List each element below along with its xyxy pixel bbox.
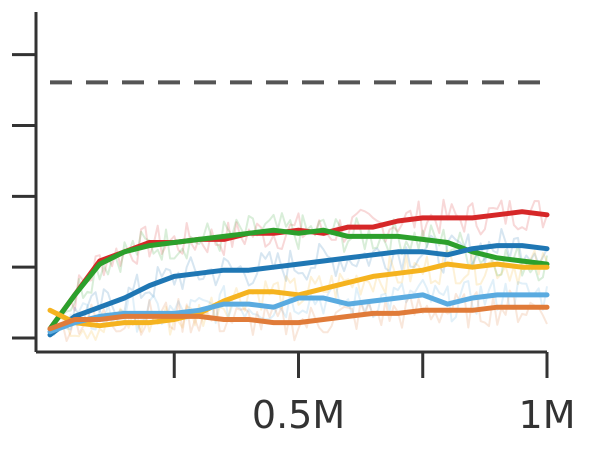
raw-noise-traces xyxy=(49,198,548,342)
x-tick-label-4: 1M xyxy=(519,393,576,437)
x-ticks xyxy=(172,352,549,378)
series-2 xyxy=(47,243,550,338)
noise-trace-0 xyxy=(49,198,548,330)
series-line-2 xyxy=(47,243,550,338)
y-ticks xyxy=(12,53,36,340)
series-3 xyxy=(47,261,550,329)
noise-trace-4 xyxy=(49,278,548,335)
series-4 xyxy=(47,292,550,335)
series-line-3 xyxy=(47,261,550,329)
series-line-5 xyxy=(47,304,550,332)
series-line-4 xyxy=(47,292,550,335)
series-lines xyxy=(47,209,550,338)
x-tick-labels: 0.5M 1M xyxy=(252,393,576,437)
x-tick-label-2: 0.5M xyxy=(252,393,345,437)
series-5 xyxy=(47,304,550,332)
